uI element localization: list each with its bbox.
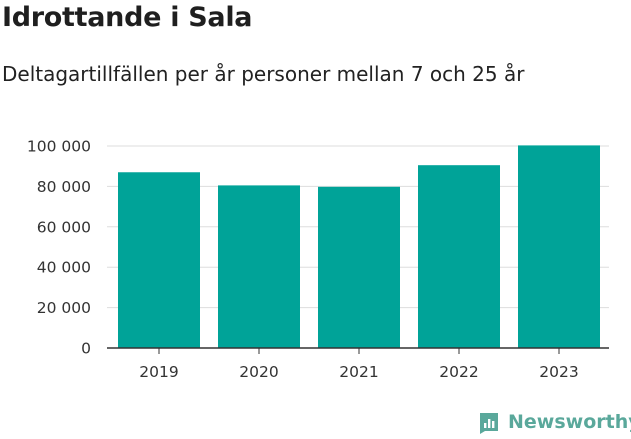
x-tick-label: 2020 <box>239 363 278 381</box>
y-tick-label: 20 000 <box>37 299 91 317</box>
bar <box>418 165 500 348</box>
newsworthy-logo: Newsworthy <box>477 407 631 437</box>
x-tick-label: 2023 <box>539 363 578 381</box>
chart-subtitle: Deltagartillfällen per år personer mella… <box>2 62 525 86</box>
y-tick-labels: 0 20 000 40 000 60 000 80 000 100 000 <box>27 138 91 358</box>
x-tick-label: 2022 <box>439 363 478 381</box>
x-axis <box>107 347 609 354</box>
bar <box>518 145 600 348</box>
chart-title: Idrottande i Sala <box>2 2 253 33</box>
y-tick-label: 60 000 <box>37 218 91 236</box>
y-tick-label: 80 000 <box>37 178 91 196</box>
x-tick-label: 2019 <box>139 363 178 381</box>
x-tick-labels: 2019 2020 2021 2022 2023 <box>139 363 578 381</box>
x-tick-label: 2021 <box>339 363 378 381</box>
bars <box>118 145 600 348</box>
brand-name: Newsworthy <box>508 411 631 433</box>
bar <box>218 185 300 348</box>
bar <box>118 172 200 348</box>
bar <box>318 186 400 348</box>
newsworthy-icon <box>480 413 498 434</box>
y-tick-label: 100 000 <box>27 138 91 156</box>
y-tick-label: 0 <box>81 340 91 358</box>
bar-chart: 0 20 000 40 000 60 000 80 000 100 000 2019 202… <box>27 138 609 381</box>
y-tick-label: 40 000 <box>37 259 91 277</box>
